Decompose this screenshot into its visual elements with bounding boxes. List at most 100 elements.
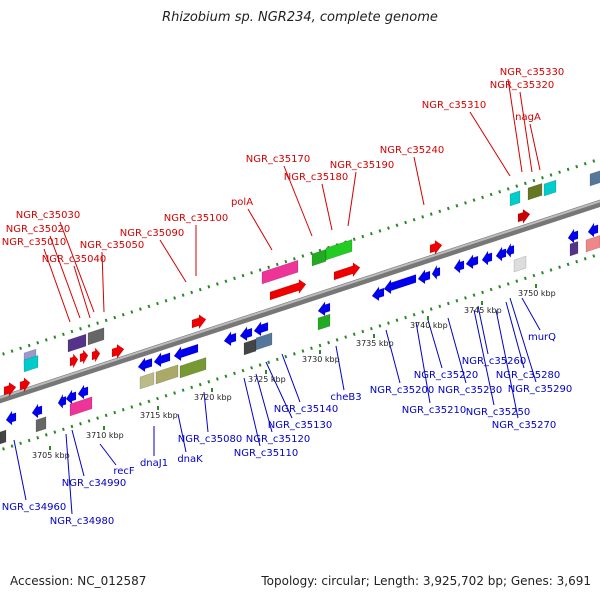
gene-block — [69, 396, 93, 417]
reverse-gene-arrow — [383, 274, 417, 295]
forward-gene-arrow — [69, 353, 79, 369]
gene-label-ngr_c35190: NGR_c35190 — [330, 160, 395, 171]
gene-label-ngr_c35120: NGR_c35120 — [246, 434, 311, 445]
leader-line — [203, 391, 209, 433]
gene-label-murq: murQ — [528, 332, 556, 343]
tick-label: 3750 kbp — [518, 289, 556, 298]
leader-line — [99, 443, 117, 466]
gene-block — [311, 249, 327, 267]
leader-line — [469, 111, 511, 177]
gene-label-ngr_c35100: NGR_c35100 — [164, 213, 229, 224]
reverse-gene-arrow — [57, 393, 67, 410]
gene-labels: NGR_c35330 NGR_c35320 nagA NGR_c35310 NGR_c3… — [2, 67, 573, 527]
gene-label-naga: nagA — [515, 112, 541, 123]
forward-gene-arrow — [333, 262, 361, 281]
tick-label: 3740 kbp — [410, 321, 448, 330]
gene-block — [585, 235, 600, 253]
gene-block — [0, 429, 7, 445]
gene-block — [255, 332, 273, 351]
gene-label-ngr_c35170: NGR_c35170 — [246, 154, 311, 165]
leader-line — [473, 309, 495, 406]
leader-line — [73, 265, 91, 319]
gene-label-cheb3: cheB3 — [330, 392, 361, 403]
gene-block — [543, 179, 557, 197]
forward-gene-arrow — [517, 208, 531, 225]
tick-label: 3710 kbp — [86, 431, 124, 440]
gene-label-ngr_c35310: NGR_c35310 — [422, 100, 487, 111]
leader-line — [13, 439, 27, 501]
gene-label-ngr_c35210: NGR_c35210 — [402, 405, 467, 416]
reverse-gene-arrow — [417, 268, 431, 285]
gene-block — [509, 190, 521, 207]
reverse-gene-arrow — [587, 222, 599, 238]
gene-label-recf: recF — [113, 466, 135, 477]
tick-label: 3735 kbp — [356, 339, 394, 348]
reverse-gene-arrow — [239, 325, 253, 342]
reverse-gene-arrow — [431, 264, 441, 281]
forward-gene-arrow — [429, 239, 443, 256]
reverse-gene-arrow — [173, 343, 199, 362]
leader-line — [59, 221, 95, 313]
leader-line — [477, 305, 489, 355]
gene-label-ngr_c35290: NGR_c35290 — [508, 384, 573, 395]
leader-line — [507, 78, 523, 173]
gene-block — [325, 239, 353, 261]
tick-label: 3745 kbp — [464, 306, 502, 315]
reverse-gene-arrow — [153, 351, 171, 368]
leader-line — [177, 413, 187, 453]
gene-label-pola: polA — [231, 197, 253, 208]
leader-line — [243, 377, 261, 447]
leader-line — [521, 297, 541, 331]
position-ticks: 3705 kbp 3710 kbp 3715 kbp 3720 kbp 3725 kbp… — [32, 284, 556, 460]
gene-block — [155, 364, 179, 385]
leader-line — [427, 319, 443, 369]
reverse-gene-arrow — [495, 246, 507, 262]
leader-line — [447, 317, 467, 384]
gene-block — [243, 338, 257, 356]
gene-label-ngr_c35090: NGR_c35090 — [120, 228, 185, 239]
genome-title: Rhizobium sp. NGR234, complete genome — [162, 10, 438, 25]
forward-gene-arrow — [111, 343, 125, 360]
leader-line — [415, 321, 431, 404]
leader-line — [43, 248, 71, 323]
leader-line — [71, 429, 85, 477]
reverse-gene-arrow — [223, 330, 237, 347]
gene-label-ngr_c35180: NGR_c35180 — [284, 172, 349, 183]
gene-block — [35, 416, 47, 433]
gene-label-ngr_c35080: NGR_c35080 — [178, 434, 243, 445]
reverse-gene-arrow — [77, 384, 89, 400]
gene-block — [23, 355, 39, 373]
reverse-gene-arrow — [31, 403, 43, 419]
gene-features — [0, 170, 600, 445]
gene-label-ngr_c35050: NGR_c35050 — [80, 240, 145, 251]
gene-label-ngr_c35250: NGR_c35250 — [466, 407, 531, 418]
gene-label-ngr_c35240: NGR_c35240 — [380, 145, 445, 156]
gene-label-ngr_c35330: NGR_c35330 — [500, 67, 565, 78]
reverse-gene-arrow — [481, 250, 493, 266]
forward-gene-arrow — [19, 377, 31, 393]
gene-label-ngr_c35260: NGR_c35260 — [462, 356, 527, 367]
reverse-gene-arrow — [567, 228, 579, 244]
gene-block — [261, 259, 299, 285]
reverse-gene-arrow — [453, 258, 465, 274]
label-leaders — [13, 78, 541, 515]
reverse-gene-arrow — [137, 356, 153, 373]
tick-label: 3705 kbp — [32, 451, 70, 460]
leader-line — [281, 353, 301, 403]
gene-label-ngr_c35040: NGR_c35040 — [42, 254, 107, 265]
tick-label: 3715 kbp — [140, 411, 178, 420]
leader-line — [413, 156, 425, 206]
leader-line — [255, 373, 273, 433]
tick-label: 3730 kbp — [302, 355, 340, 364]
forward-gene-arrow — [269, 279, 307, 301]
gene-label-ngr_c35030: NGR_c35030 — [16, 210, 81, 221]
leader-line — [101, 251, 105, 313]
accession-text: Accession: NC_012587 — [10, 574, 147, 588]
leader-line — [247, 208, 273, 251]
gene-block — [569, 241, 579, 257]
gene-label-ngr_c35270: NGR_c35270 — [492, 420, 557, 431]
gene-label-ngr_c35110: NGR_c35110 — [234, 448, 299, 459]
gene-block — [67, 333, 87, 353]
gene-block — [513, 255, 527, 273]
leader-line — [519, 91, 533, 173]
